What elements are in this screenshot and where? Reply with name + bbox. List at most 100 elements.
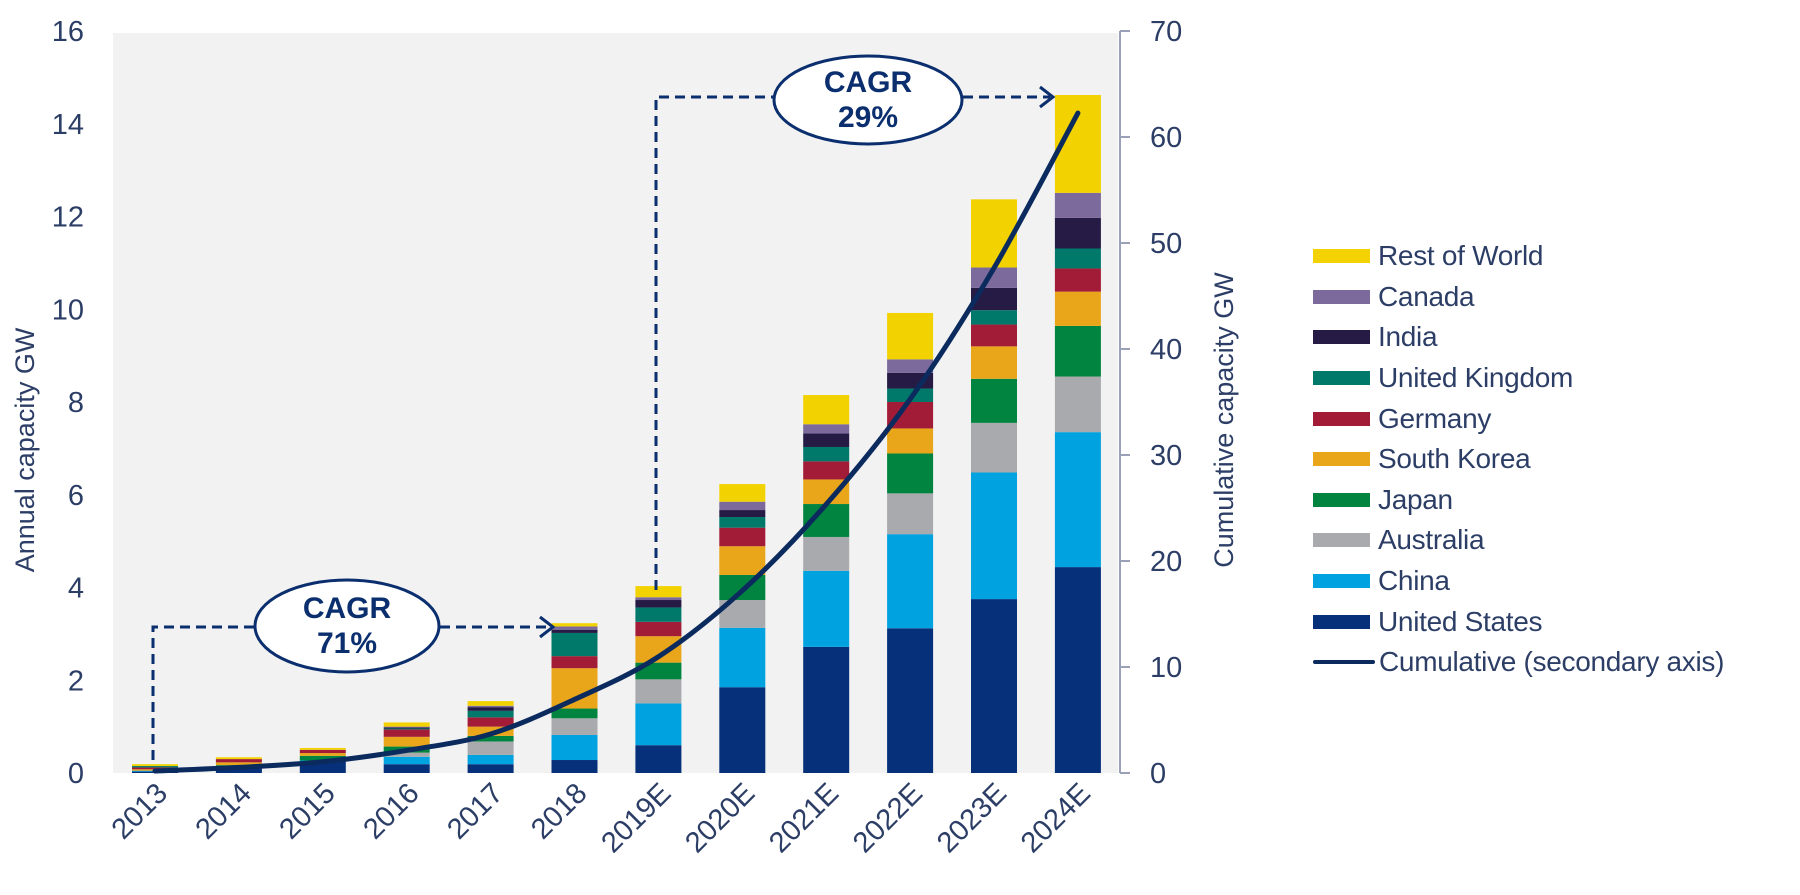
bar-segment-china-2020E — [719, 627, 766, 688]
bar-segment-australia-2018 — [551, 718, 598, 735]
x-tick-label: 2018 — [525, 777, 593, 845]
bar-segment-rest-of-world-2021E — [803, 395, 850, 425]
bar-segment-united-kingdom-2017 — [467, 710, 514, 718]
bar-segment-germany-2019E — [635, 621, 682, 637]
bar-segment-rest-of-world-2017 — [467, 701, 514, 706]
cagr-29-label-line2: 29% — [838, 101, 898, 134]
cumulative-line-layer — [152, 110, 1081, 774]
bar-segment-united-kingdom-2016 — [383, 728, 430, 730]
legend-label: Canada — [1378, 280, 1475, 312]
legend-label: India — [1378, 321, 1438, 353]
bar-segment-south-korea-2022E — [887, 428, 934, 454]
x-tick-label: 2019E — [595, 777, 677, 859]
bar-stack-2020E — [719, 484, 766, 773]
bar-segment-rest-of-world-2020E — [719, 484, 766, 502]
y2-tick-label: 50 — [1150, 228, 1182, 260]
x-tick-label: 2016 — [357, 777, 425, 845]
bar-segment-canada-2024E — [1054, 192, 1101, 218]
legend-swatch-icon — [1313, 492, 1370, 507]
legend-label: Cumulative (secondary axis) — [1379, 646, 1725, 678]
legend-label: Rest of World — [1378, 240, 1544, 272]
bar-segment-south-korea-2015 — [299, 753, 346, 756]
y2-tick-label: 40 — [1150, 334, 1182, 366]
x-tick-label: 2021E — [763, 777, 845, 859]
legend-item: Germany — [1313, 398, 1724, 439]
legend-swatch-icon — [1313, 574, 1370, 589]
x-tick-label: 2022E — [847, 777, 929, 859]
y-tick-label: 8 — [68, 387, 84, 419]
legend-item: Cumulative (secondary axis) — [1313, 642, 1724, 683]
bar-segment-germany-2016 — [383, 729, 430, 737]
bar-segment-united-states-2015 — [299, 761, 346, 773]
y-tick-label: 12 — [52, 202, 84, 234]
bar-segment-germany-2014 — [215, 759, 262, 763]
cagr-71-arrowhead-icon — [539, 615, 556, 639]
legend-item: Japan — [1313, 480, 1724, 521]
bar-segment-south-korea-2016 — [383, 736, 430, 747]
bar-segment-united-kingdom-2018 — [551, 632, 598, 657]
bar-segment-china-2021E — [803, 570, 850, 647]
bar-segment-rest-of-world-2022E — [887, 312, 934, 360]
bars-layer — [132, 94, 1101, 773]
legend-label: United Kingdom — [1378, 362, 1574, 394]
bar-segment-united-kingdom-2023E — [971, 310, 1017, 325]
bar-stack-2023E — [971, 199, 1017, 773]
bar-segment-india-2021E — [803, 433, 850, 447]
bar-segment-china-2017 — [467, 754, 514, 765]
bar-segment-united-states-2017 — [467, 764, 514, 773]
legend-swatch-icon — [1313, 371, 1370, 386]
bar-segment-china-2022E — [887, 534, 934, 629]
bar-segment-united-states-2023E — [971, 599, 1017, 773]
y-axis-secondary: 0 10 20 30 40 50 60 70 — [1119, 16, 1182, 790]
bar-segment-rest-of-world-2023E — [971, 199, 1017, 268]
bar-segment-germany-2013 — [132, 767, 178, 770]
bar-stack-2021E — [803, 395, 850, 773]
cagr-annotation-2019-2024: CAGR 29% — [654, 54, 1056, 590]
bar-segment-japan-2017 — [467, 735, 514, 742]
bar-segment-canada-2018 — [551, 626, 598, 630]
bar-segment-united-kingdom-2019E — [635, 607, 682, 622]
x-tick-label: 2015 — [274, 777, 342, 845]
bar-stack-2022E — [887, 312, 934, 773]
bar-segment-canada-2020E — [719, 501, 766, 511]
legend-line-icon — [1313, 660, 1375, 665]
bar-segment-south-korea-2020E — [719, 546, 766, 575]
x-tick-label: 2024E — [1015, 777, 1097, 859]
y2-tick-label: 30 — [1150, 440, 1182, 472]
bar-segment-united-states-2016 — [383, 764, 430, 773]
y2-tick-label: 10 — [1150, 652, 1182, 684]
bar-segment-canada-2022E — [887, 359, 934, 373]
y2-tick-label: 20 — [1150, 546, 1182, 578]
bar-segment-south-korea-2017 — [467, 726, 514, 736]
cagr-annotation-2013-2018: CAGR 71% — [151, 578, 556, 760]
y-tick-label: 0 — [68, 758, 84, 790]
bar-segment-germany-2020E — [719, 527, 766, 547]
x-tick-label: 2020E — [679, 777, 761, 859]
legend-item: China — [1313, 561, 1724, 602]
bar-segment-china-2019E — [635, 703, 682, 746]
legend-swatch-icon — [1313, 614, 1370, 629]
legend-label: Germany — [1378, 402, 1492, 434]
bar-segment-south-korea-2014 — [215, 762, 262, 766]
y-tick-label: 10 — [52, 294, 84, 326]
y-tick-label: 14 — [52, 109, 84, 141]
bar-segment-rest-of-world-2016 — [383, 722, 430, 727]
bar-segment-united-states-2024E — [1054, 567, 1101, 773]
bar-segment-united-states-2022E — [887, 628, 934, 773]
bar-segment-rest-of-world-2018 — [551, 623, 598, 627]
legend-swatch-icon — [1313, 452, 1370, 467]
bar-segment-united-kingdom-2024E — [1054, 248, 1101, 269]
legend-swatch-icon — [1313, 411, 1370, 426]
bar-segment-india-2020E — [719, 510, 766, 518]
bar-segment-japan-2015 — [299, 755, 346, 761]
legend-item: India — [1313, 317, 1724, 358]
bar-segment-australia-2017 — [467, 741, 514, 755]
cagr-29-ellipse — [772, 54, 964, 146]
x-axis: 2013 2014 2015 2016 2017 2018 2019E 2020E 2021E 2… — [106, 777, 1097, 859]
x-tick-label: 2023E — [931, 777, 1013, 859]
bar-segment-australia-2024E — [1054, 376, 1101, 433]
bar-segment-canada-2019E — [635, 597, 682, 601]
bar-segment-germany-2024E — [1054, 268, 1101, 292]
bar-segment-china-2016 — [383, 756, 430, 765]
